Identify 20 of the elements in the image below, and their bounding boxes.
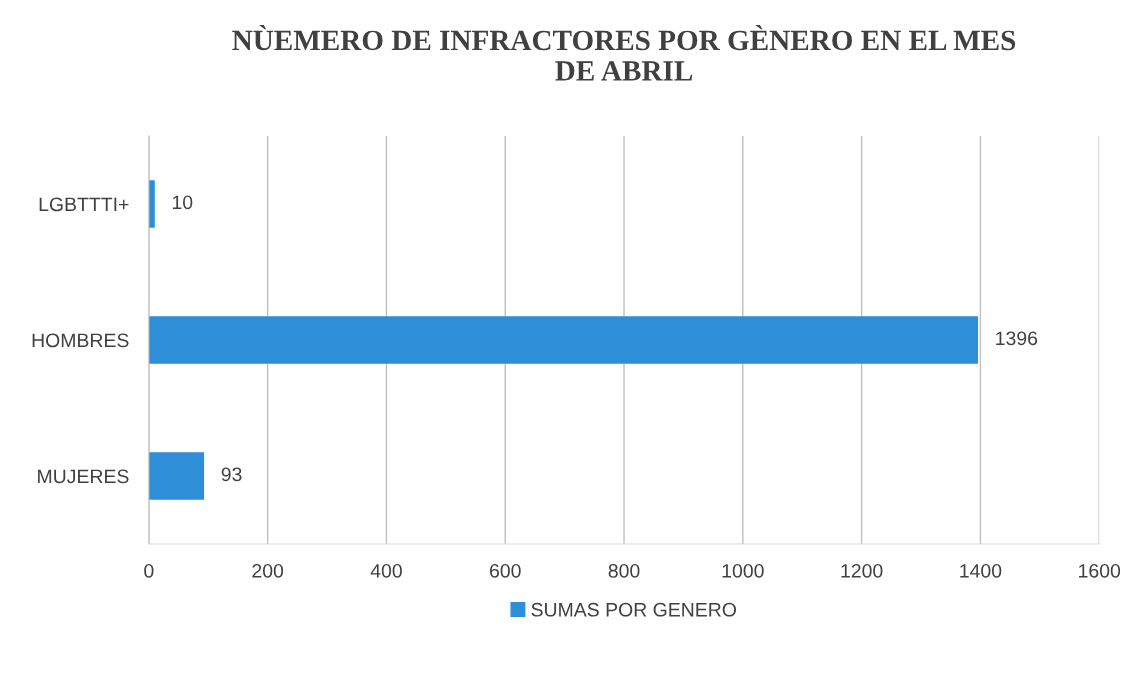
chart-title: NÙEMERO DE INFRACTORES POR GÈNERO EN EL MES DE ABRIL — [232, 25, 1016, 81]
data-label: 93 — [221, 467, 242, 482]
x-tick-label: 1000 — [722, 563, 764, 578]
data-label: 1396 — [996, 331, 1038, 346]
y-tick-label: MUJERES — [38, 469, 129, 484]
x-tick-label: 600 — [490, 563, 521, 578]
y-tick-label: LGBTTTI+ — [39, 197, 129, 212]
x-tick-label: 200 — [252, 563, 284, 578]
legend-label: SUMAS POR GENERO — [531, 602, 736, 617]
bar — [148, 180, 155, 228]
x-tick-label: 1600 — [1079, 563, 1121, 578]
x-tick-label: 400 — [370, 563, 402, 578]
x-tick-label: 800 — [608, 563, 640, 578]
y-tick-label: HOMBRES — [32, 333, 129, 348]
bar — [148, 452, 205, 500]
bar — [148, 316, 979, 364]
x-tick-label: 1400 — [960, 563, 1002, 578]
x-tick-label: 1200 — [841, 563, 883, 578]
x-tick-label: 0 — [144, 563, 154, 578]
data-label: 10 — [172, 195, 193, 210]
